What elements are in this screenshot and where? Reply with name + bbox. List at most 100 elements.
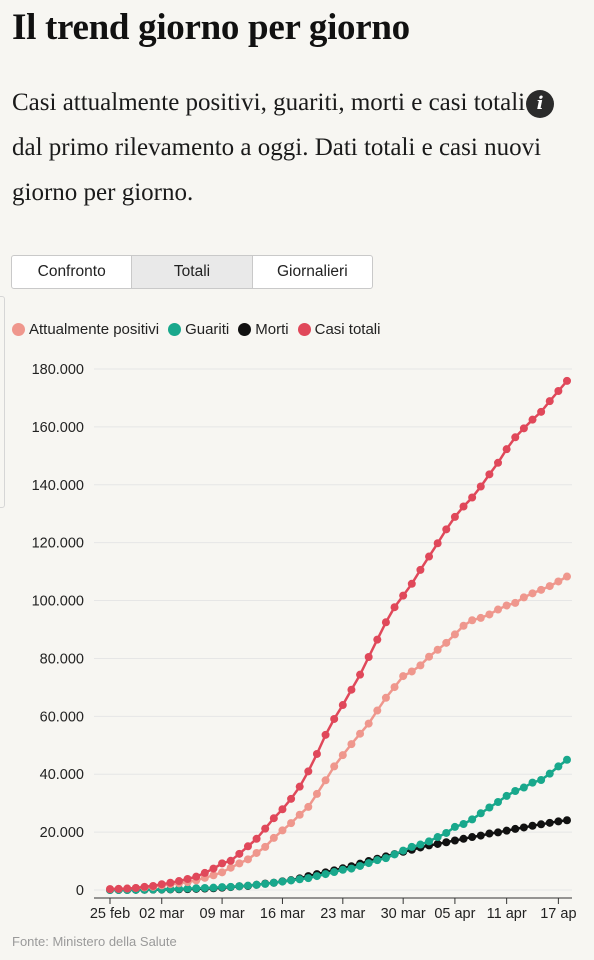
tab-giornalieri[interactable]: Giornalieri — [277, 263, 348, 280]
data-point — [450, 512, 459, 521]
data-point — [563, 572, 571, 581]
data-point — [476, 613, 485, 622]
data-point — [243, 881, 252, 890]
data-point — [252, 834, 261, 843]
data-point — [425, 552, 434, 561]
legend-item-casi-totali[interactable]: Casi totali — [297, 321, 380, 338]
x-tick-label: 23 mar — [320, 906, 365, 922]
data-point — [476, 809, 485, 818]
tab-totali[interactable]: Totali — [132, 256, 253, 288]
data-point — [442, 525, 451, 534]
data-point — [416, 661, 425, 670]
data-point — [407, 667, 416, 676]
data-point — [364, 719, 373, 728]
data-point — [381, 618, 390, 627]
data-point — [502, 826, 511, 835]
data-point — [468, 815, 477, 824]
data-point — [425, 837, 434, 846]
data-point — [476, 482, 485, 491]
data-point — [356, 729, 365, 738]
data-point — [528, 589, 537, 598]
data-point — [390, 683, 399, 692]
data-point — [399, 672, 408, 681]
series-attualmente-positivi — [106, 572, 571, 894]
data-point — [519, 424, 528, 433]
legend-item-morti[interactable]: Morti — [238, 321, 289, 338]
data-point — [485, 470, 494, 479]
data-point — [545, 397, 554, 406]
data-point — [537, 820, 546, 829]
data-point — [321, 730, 330, 739]
data-point — [278, 826, 287, 835]
data-point — [563, 755, 571, 764]
data-point — [554, 577, 563, 586]
x-tick-label: 17 ap — [540, 906, 576, 922]
data-point — [485, 803, 494, 812]
data-point — [209, 871, 218, 880]
data-point — [304, 802, 313, 811]
data-point — [502, 791, 511, 800]
x-tick-label: 09 mar — [200, 906, 245, 922]
data-point — [218, 868, 227, 877]
data-point — [261, 879, 270, 888]
data-point — [416, 840, 425, 849]
data-point — [304, 874, 313, 883]
subtitle-text-2: dal primo rilevamento a oggi. Dati total… — [12, 134, 542, 206]
data-point — [278, 877, 287, 886]
x-tick-label: 25 feb — [90, 906, 130, 922]
data-point — [218, 859, 227, 868]
data-point — [381, 693, 390, 702]
data-point — [554, 386, 563, 395]
data-point — [468, 833, 477, 842]
tab-confronto[interactable]: Confronto — [12, 256, 133, 288]
data-point — [166, 878, 175, 887]
data-point — [459, 502, 468, 511]
data-point — [321, 870, 330, 879]
subtitle: Casi attualmente positivi, guariti, mort… — [12, 80, 587, 215]
data-point — [252, 880, 261, 889]
legend-item-guariti[interactable]: Guariti — [168, 321, 229, 338]
side-panel-handle[interactable] — [0, 296, 5, 508]
data-point — [106, 885, 114, 894]
data-point — [123, 884, 132, 893]
data-point — [347, 864, 356, 873]
data-point — [425, 652, 434, 661]
data-point — [407, 579, 416, 588]
legend-item-attualmente-positivi[interactable]: Attualmente positivi — [12, 321, 159, 338]
legend-swatch — [297, 323, 311, 336]
data-point — [563, 816, 571, 825]
data-point — [528, 778, 537, 787]
data-point — [364, 859, 373, 868]
data-point — [330, 714, 339, 723]
data-point — [252, 848, 261, 857]
data-point — [390, 603, 399, 612]
data-point — [416, 565, 425, 574]
data-point — [287, 794, 296, 803]
chart-legend: Attualmente positivi Guariti Morti Casi … — [12, 321, 389, 338]
data-point — [192, 872, 201, 881]
y-tick-label: 160.000 — [32, 420, 84, 436]
x-tick-label: 11 apr — [487, 906, 527, 922]
data-point — [468, 493, 477, 502]
info-icon[interactable]: i — [526, 90, 555, 118]
data-point — [312, 872, 321, 881]
data-point — [442, 638, 451, 647]
y-tick-label: 140.000 — [32, 478, 84, 494]
data-point — [545, 582, 554, 591]
data-point — [295, 875, 304, 884]
data-point — [243, 842, 252, 851]
data-point — [537, 585, 546, 594]
data-point — [312, 749, 321, 758]
x-tick-label: 05 apr — [434, 906, 475, 922]
data-point — [226, 863, 235, 872]
data-point — [356, 861, 365, 870]
y-tick-label: 0 — [76, 883, 84, 899]
y-tick-label: 180.000 — [32, 362, 84, 378]
data-point — [269, 833, 278, 842]
data-point — [347, 740, 356, 749]
data-point — [287, 876, 296, 885]
data-point — [131, 883, 140, 892]
data-point — [459, 834, 468, 843]
y-tick-label: 20.000 — [40, 825, 84, 841]
data-point — [347, 685, 356, 694]
